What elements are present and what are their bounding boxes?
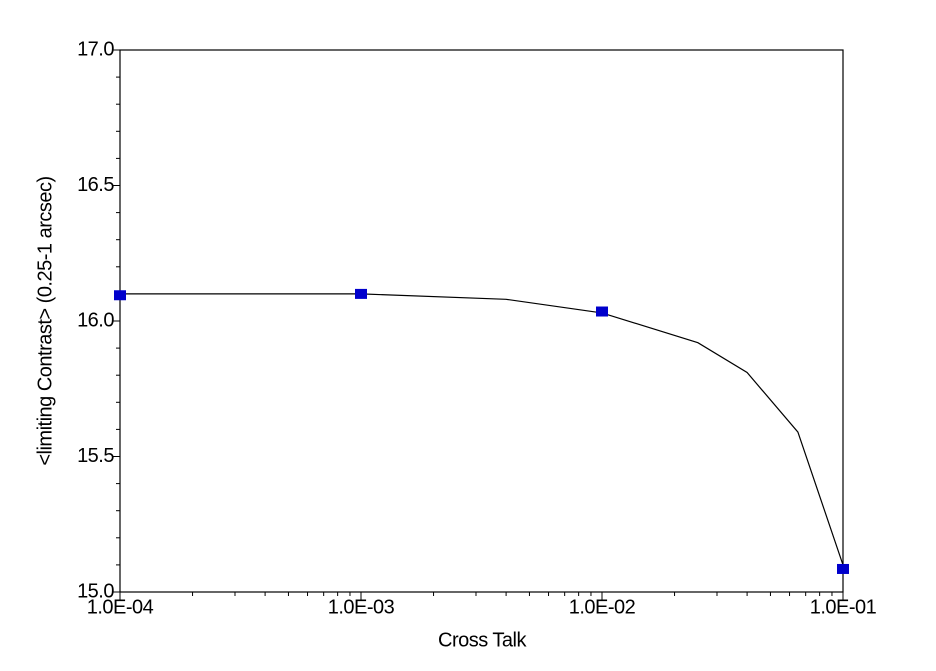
y-tick-label: 15.0	[77, 580, 114, 602]
x-axis-title: Cross Talk	[438, 629, 527, 651]
data-marker	[114, 290, 126, 301]
x-tick-label: 1.0E-04	[87, 596, 154, 618]
x-tick-label: 1.0E-01	[810, 596, 877, 618]
data-marker	[837, 563, 849, 574]
y-tick-label: 16.0	[77, 309, 114, 331]
x-tick-label: 1.0E-03	[328, 596, 395, 618]
data-marker	[355, 288, 367, 299]
plot-frame	[119, 49, 844, 593]
x-tick-label: 1.0E-02	[569, 596, 636, 618]
y-tick-label: 15.5	[77, 445, 114, 467]
y-tick-label: 17.0	[77, 38, 114, 60]
y-tick-label: 16.5	[77, 174, 114, 196]
data-marker	[596, 306, 608, 317]
data-line	[120, 293, 844, 566]
y-axis-title: <limiting Contrast> (0.25-1 arcsec)	[34, 176, 56, 465]
